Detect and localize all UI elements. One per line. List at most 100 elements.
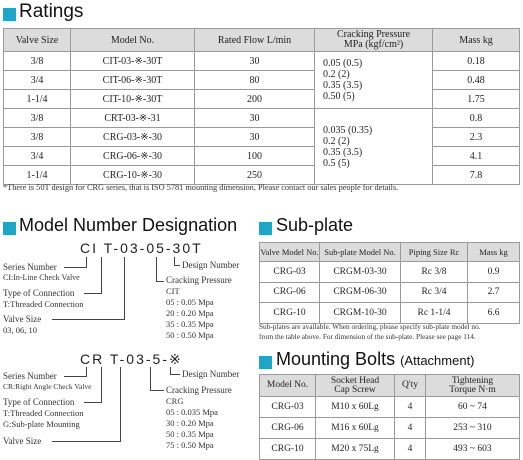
ratings-header-cracking-line1: Cracking Pressure — [336, 29, 411, 40]
cell-plate: CRGM-03-30 — [319, 261, 401, 283]
bolts-header-torque-line2: Torque N·m — [449, 384, 496, 395]
cr-cracking-label: Cracking Pressure — [166, 385, 232, 395]
ratings-header-model: Model No. — [70, 28, 195, 52]
ci-leader-design-v — [174, 257, 175, 266]
cell-mass: 0.48 — [432, 70, 520, 90]
cell-flow: 80 — [194, 70, 315, 90]
cell-valve: CRG-10 — [259, 302, 320, 324]
cr-connection-desc: T:Threaded Connection — [3, 408, 84, 418]
cr-cracking-value: 50 : 0.35 Mpa — [166, 429, 214, 439]
cell-cracking-group1: 0.05 (0.5) 0.2 (2) 0.35 (3.5) 0.50 (5) — [314, 51, 433, 109]
cp-value: 0.5 (5) — [323, 157, 350, 169]
cell-size: 1-1/4 — [3, 89, 71, 109]
cell-size: 3/4 — [3, 70, 71, 90]
subplate-table: Valve Model No. Sub-plate Model No. Pipi… — [259, 242, 520, 324]
cell-screw: M16 x 60Lg — [315, 417, 395, 439]
cr-leader-design — [170, 374, 180, 375]
cr-leader-connection-v — [101, 367, 102, 403]
ratings-header-flow: Rated Flow L/min — [194, 28, 315, 52]
cell-mass: 7.8 — [432, 165, 520, 185]
ci-cracking-value: 35 : 0.35 Mpa — [166, 319, 214, 329]
cell-model: CRT-03-※-31 — [70, 108, 195, 128]
cell-mass: 2.3 — [432, 127, 520, 147]
table-row: 1-1/4 CRG-10-※-30 250 7.8 — [3, 165, 520, 185]
cr-size-label: Valve Size — [3, 436, 42, 446]
bolts-header-screw-line2: Cap Screw — [334, 384, 376, 395]
cell-pipe: Rc 1-1/4 — [400, 302, 468, 324]
bolts-header-torque: Tightening Torque N·m — [425, 374, 520, 397]
table-row: 3/8 CIT-03-※-30T 30 0.05 (0.5) 0.2 (2) 0… — [3, 51, 520, 109]
cell-mass: 0.9 — [467, 261, 520, 283]
bolts-title: Mounting Bolts (Attachment) — [276, 349, 475, 370]
cr-leader-design-v — [170, 367, 171, 375]
bolts-marker — [259, 356, 272, 369]
ci-cracking-label: Cracking Pressure — [166, 275, 232, 285]
subplate-header-plate: Sub-plate Model No. — [319, 242, 401, 262]
cell-mass: 0.18 — [432, 51, 520, 71]
cell-qty: 4 — [394, 396, 426, 418]
cell-model: CRG-06-※-30 — [70, 146, 195, 166]
cell-mass: 1.75 — [432, 89, 520, 109]
cell-model: CIT-10-※-30T — [70, 89, 195, 109]
table-row: CRG-03 CRGM-03-30 Rc 3/8 0.9 — [259, 261, 520, 283]
cr-leader-cracking — [150, 390, 164, 391]
cell-pipe: Rc 3/8 — [400, 261, 468, 283]
cell-model: CRG-10-※-30 — [70, 165, 195, 185]
bolts-header-screw-line1: Socket Head — [330, 375, 380, 386]
ci-design-label: Design Number — [182, 260, 240, 270]
table-row: CRG-06 CRGM-06-30 Rc 3/4 2.7 — [259, 281, 520, 303]
cell-model: CIT-06-※-30T — [70, 70, 195, 90]
cell-model: CRG-10 — [259, 438, 316, 460]
cell-mass: 0.8 — [432, 108, 520, 128]
cell-mass: 4.1 — [432, 146, 520, 166]
cp-value: 0.05 (0.5) — [323, 58, 363, 69]
ratings-footnote: *There is 50T design for CRG series, tha… — [3, 183, 399, 192]
ci-leader-series — [64, 267, 86, 268]
cell-mass: 6.6 — [467, 302, 520, 324]
table-row: 3/8 CRT-03-※-31 30 0.035 (0.35) 0.2 (2) … — [3, 108, 520, 185]
cell-flow: 30 — [194, 51, 315, 71]
ci-series-desc: CI:In-Line Check Valve — [3, 273, 80, 282]
cell-flow: 250 — [194, 165, 315, 185]
cp-value: 0.2 (2) — [323, 135, 350, 147]
designation-marker — [3, 222, 16, 235]
ci-connection-desc: T:Threaded Connection — [3, 299, 84, 309]
ci-leader-cracking-v — [156, 257, 157, 282]
ci-connection-label: Type of Connection — [3, 288, 75, 298]
ratings-table: Valve Size Model No. Rated Flow L/min Cr… — [3, 28, 520, 185]
ci-size-desc: 03, 06, 10 — [3, 325, 37, 335]
ci-cracking-model: CIT — [166, 286, 180, 296]
table-row: CRG-03 M10 x 60Lg 4 60 ~ 74 — [259, 396, 520, 418]
ci-leader-series-v — [86, 257, 87, 268]
ratings-header-size: Valve Size — [3, 28, 71, 52]
ci-model-code: CI T-03-05-30T — [80, 240, 203, 256]
cr-leader-size-v — [120, 367, 121, 442]
ci-leader-connection-v — [101, 257, 102, 294]
cell-torque: 60 ~ 74 — [425, 396, 520, 418]
ratings-title: Ratings — [19, 1, 84, 22]
table-row: CRG-10 CRGM-10-30 Rc 1-1/4 6.6 — [259, 302, 520, 324]
cr-leader-series — [64, 376, 86, 377]
cr-cracking-value: 75 : 0.50 Mpa — [166, 440, 214, 450]
ci-leader-cracking — [156, 281, 164, 282]
cell-torque: 253 ~ 310 — [425, 417, 520, 439]
table-row: 3/4 CRG-06-※-30 100 4.1 — [3, 146, 520, 166]
cp-value: 0.035 (0.35) — [323, 124, 373, 136]
bolts-header-model: Model No. — [259, 374, 316, 397]
ci-cracking-value: 50 : 0.50 Mpa — [166, 330, 214, 340]
cp-value: 0.35 (3.5) — [323, 146, 363, 158]
cr-leader-cracking-v — [150, 367, 151, 391]
cell-size: 1-1/4 — [3, 165, 71, 185]
table-row: 3/4 CIT-06-※-30T 80 0.48 — [3, 70, 520, 90]
ci-leader-design — [174, 265, 180, 266]
cell-pipe: Rc 3/4 — [400, 281, 468, 303]
cell-flow: 100 — [194, 146, 315, 166]
bolts-header-qty: Q'ty — [394, 374, 426, 397]
subplate-header-pipe: Piping Size Rc — [400, 242, 468, 262]
bolts-header-torque-line1: Tightening — [451, 375, 494, 386]
cell-plate: CRGM-06-30 — [319, 281, 401, 303]
cell-torque: 493 ~ 603 — [425, 438, 520, 460]
bolts-header-screw: Socket Head Cap Screw — [315, 374, 395, 397]
cp-value: 0.2 (2) — [323, 69, 350, 80]
cr-design-label: Design Number — [182, 369, 240, 379]
